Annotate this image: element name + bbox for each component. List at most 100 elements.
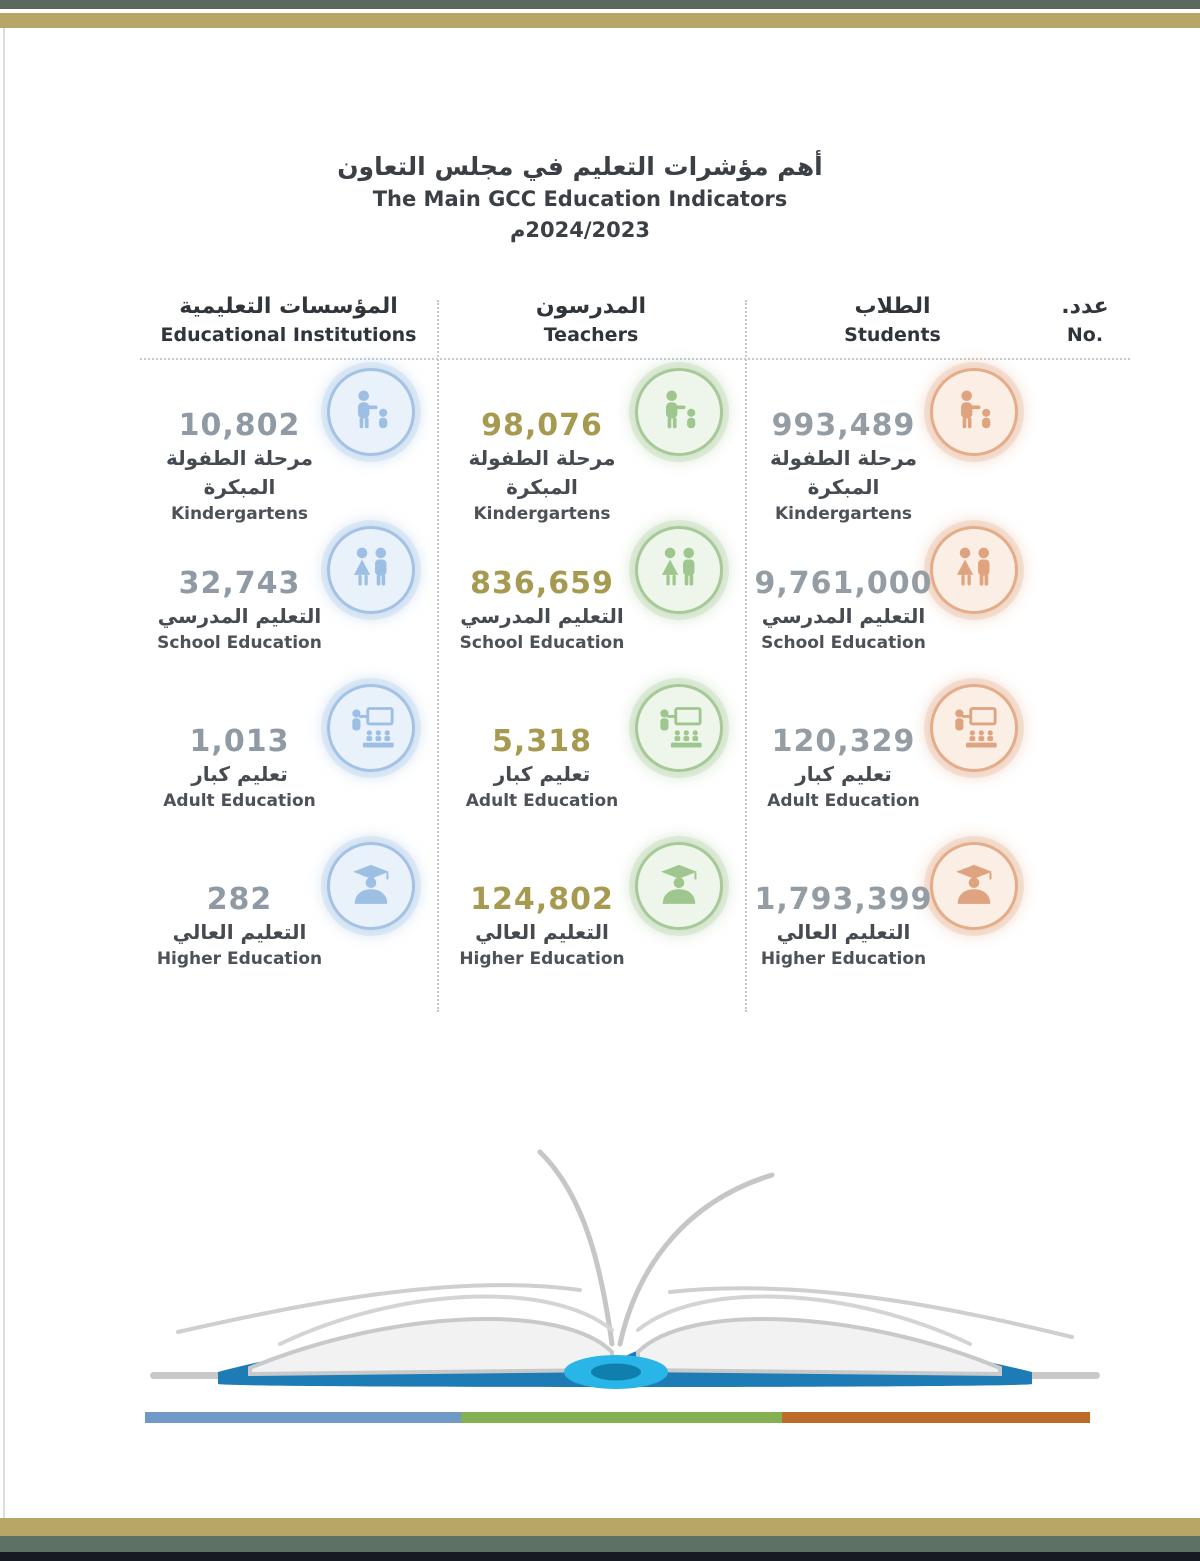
bottom-dark-band [0, 1552, 1200, 1561]
value-students-kindergartens: 993,489 [771, 408, 916, 443]
value-institutions-adult-education: 1,013 [189, 724, 290, 759]
row-label-english: Higher Education [156, 949, 323, 969]
column-header-institutions: المؤسسات التعليمية Educational Instituti… [140, 292, 437, 348]
row-label-english: Kindergartens [473, 504, 611, 524]
table-row-school-education: 32,743 التعليم المدرسي School Education … [140, 518, 1130, 676]
page-title-year: 2024/2023م [510, 218, 650, 242]
bottom-slate-band [0, 1536, 1200, 1552]
row-label-english: School Education [761, 633, 926, 653]
table-row-adult-education: 1,013 تعليم كبار Adult Education 5,318 ت… [140, 676, 1130, 834]
row-label-arabic: تعليم كبار [795, 762, 892, 786]
header-english: Educational Institutions [160, 324, 417, 346]
graduate-cap-icon [635, 842, 723, 930]
row-label-english: Higher Education [459, 949, 625, 969]
value-teachers-adult-education: 5,318 [492, 724, 592, 759]
value-students-school-education: 9,761,000 [754, 566, 933, 601]
two-school-children-icon [635, 526, 723, 614]
column-header-teachers: المدرسون Teachers [437, 292, 745, 348]
header-english: No. [1066, 324, 1104, 346]
value-students-higher-education: 1,793,399 [754, 882, 933, 917]
cell-students-adult-education: 120,329 تعليم كبار Adult Education [745, 676, 1040, 834]
cell-institutions-school-education: 32,743 التعليم المدرسي School Education [140, 518, 437, 676]
row-label-arabic: التعليم المدرسي [460, 604, 624, 628]
two-school-children-icon [327, 526, 415, 614]
cell-teachers-kindergartens: 98,076 مرحلة الطفولة المبكرة Kindergarte… [437, 360, 745, 524]
row-label-arabic: التعليم المدرسي [157, 604, 322, 628]
row-label-english: Adult Education [767, 791, 920, 811]
value-institutions-school-education: 32,743 [178, 566, 301, 601]
row-label-english: Higher Education [760, 949, 927, 969]
column-header-no: عدد. No. [1040, 292, 1130, 348]
table-row-kindergartens: 10,802 مرحلة الطفولة المبكرة Kindergarte… [140, 360, 1130, 524]
top-gold-band [0, 13, 1200, 28]
value-institutions-higher-education: 282 [206, 882, 273, 917]
row-label-english: Adult Education [163, 791, 316, 811]
header-arabic: الطلاب [854, 294, 931, 319]
cell-students-school-education: 9,761,000 التعليم المدرسي School Educati… [745, 518, 1040, 676]
top-slate-band [0, 0, 1200, 9]
cell-institutions-adult-education: 1,013 تعليم كبار Adult Education [140, 676, 437, 834]
row-label-arabic: مرحلة الطفولة المبكرة [468, 446, 616, 499]
open-book-illustration [150, 1122, 1100, 1397]
row-label-english: School Education [459, 633, 625, 653]
kindergarten-teacher-child-icon [327, 368, 415, 456]
cell-no-empty [1040, 834, 1130, 992]
bottom-gold-band [0, 1518, 1200, 1536]
tricolor-footer-bar [145, 1412, 1090, 1423]
header-arabic: عدد. [1061, 294, 1109, 319]
page-title-arabic: أهم مؤشرات التعليم في مجلس التعاون [337, 152, 823, 181]
indicators-table: المؤسسات التعليمية Educational Instituti… [140, 292, 1130, 1012]
row-label-arabic: تعليم كبار [191, 762, 288, 786]
value-teachers-school-education: 836,659 [470, 566, 614, 601]
two-school-children-icon [930, 526, 1018, 614]
row-label-english: School Education [157, 633, 322, 653]
column-separator [745, 300, 747, 1012]
cell-teachers-school-education: 836,659 التعليم المدرسي School Education [437, 518, 745, 676]
value-students-adult-education: 120,329 [771, 724, 916, 759]
row-label-english: Kindergartens [170, 504, 309, 524]
bar-segment-green [461, 1412, 782, 1423]
header-arabic: المدرسون [535, 294, 647, 319]
row-label-arabic: تعليم كبار [493, 762, 591, 786]
cell-teachers-higher-education: 124,802 التعليم العالي Higher Education [437, 834, 745, 992]
row-label-arabic: التعليم العالي [776, 920, 911, 944]
row-label-arabic: مرحلة الطفولة المبكرة [770, 446, 917, 499]
row-label-arabic: التعليم العالي [475, 920, 609, 944]
classroom-whiteboard-icon [635, 684, 723, 772]
row-label-arabic: التعليم العالي [172, 920, 307, 944]
kindergarten-teacher-child-icon [635, 368, 723, 456]
cell-institutions-higher-education: 282 التعليم العالي Higher Education [140, 834, 437, 992]
value-teachers-higher-education: 124,802 [470, 882, 614, 917]
row-label-english: Kindergartens [774, 504, 913, 524]
row-label-english: Adult Education [465, 791, 619, 811]
cell-no-empty [1040, 676, 1130, 834]
header-english: Students [844, 324, 941, 346]
classroom-whiteboard-icon [327, 684, 415, 772]
graduate-cap-icon [930, 842, 1018, 930]
title-block: أهم مؤشرات التعليم في مجلس التعاون The M… [0, 150, 1160, 246]
value-teachers-kindergartens: 98,076 [481, 408, 603, 443]
bar-segment-orange [782, 1412, 1090, 1423]
page-title-english: The Main GCC Education Indicators [372, 187, 788, 211]
header-english: Teachers [543, 324, 639, 346]
cell-teachers-adult-education: 5,318 تعليم كبار Adult Education [437, 676, 745, 834]
classroom-whiteboard-icon [930, 684, 1018, 772]
bar-segment-blue [145, 1412, 461, 1423]
cell-students-higher-education: 1,793,399 التعليم العالي Higher Educatio… [745, 834, 1040, 992]
page-left-edge [3, 28, 5, 1518]
table-header-row: المؤسسات التعليمية Educational Instituti… [140, 292, 1130, 360]
value-institutions-kindergartens: 10,802 [178, 408, 301, 443]
cell-no-empty [1040, 360, 1130, 518]
cell-institutions-kindergartens: 10,802 مرحلة الطفولة المبكرة Kindergarte… [140, 360, 437, 524]
column-separator [437, 300, 439, 1012]
column-header-students: الطلاب Students [745, 292, 1040, 348]
row-label-arabic: مرحلة الطفولة المبكرة [166, 446, 313, 499]
header-arabic: المؤسسات التعليمية [179, 294, 398, 319]
cell-students-kindergartens: 993,489 مرحلة الطفولة المبكرة Kindergart… [745, 360, 1040, 524]
row-label-arabic: التعليم المدرسي [761, 604, 926, 628]
table-row-higher-education: 282 التعليم العالي Higher Education 124,… [140, 834, 1130, 992]
kindergarten-teacher-child-icon [930, 368, 1018, 456]
cell-no-empty [1040, 518, 1130, 676]
graduate-cap-icon [327, 842, 415, 930]
